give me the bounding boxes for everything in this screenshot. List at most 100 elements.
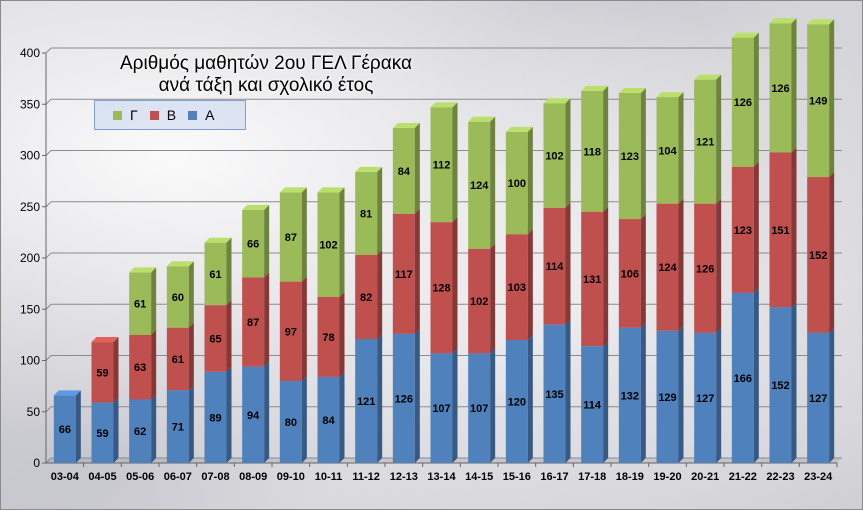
gridline-depth <box>45 303 52 310</box>
bar-side <box>640 322 646 463</box>
x-tick-label: 11-12 <box>352 471 380 483</box>
bar-Α <box>279 381 302 463</box>
x-tick-label: 14-15 <box>465 471 493 483</box>
bar-Β <box>392 213 415 334</box>
bar-Γ <box>242 209 265 278</box>
gridline-depth <box>45 150 52 156</box>
bar-Α <box>618 327 641 463</box>
data-label: 66 <box>59 424 71 436</box>
bar-side <box>414 122 420 214</box>
bar-side <box>264 272 270 367</box>
bar-top <box>91 337 119 343</box>
gridline-depth <box>45 201 52 208</box>
y-tick-label: 0 <box>33 456 40 470</box>
legend-label: Α <box>205 107 215 123</box>
bar-side <box>603 341 609 463</box>
bar-Α <box>656 330 679 463</box>
bar-Β <box>769 152 792 308</box>
x-tick-label: 17-18 <box>578 471 606 483</box>
data-label: 126 <box>696 263 714 275</box>
bar-Γ <box>581 90 604 212</box>
bar-side <box>414 328 420 463</box>
data-label: 126 <box>734 97 752 109</box>
data-label: 102 <box>319 240 337 252</box>
y-tick-label: 400 <box>20 46 40 60</box>
bar-side <box>829 172 835 333</box>
bar-side <box>716 74 722 204</box>
gridline-depth <box>45 457 52 464</box>
data-label: 132 <box>621 390 639 402</box>
data-label: 84 <box>398 166 411 178</box>
bar-Α <box>317 376 340 463</box>
data-label: 87 <box>285 232 297 244</box>
data-label: 103 <box>508 282 526 294</box>
data-label: 128 <box>432 283 450 295</box>
bar-side <box>490 243 496 354</box>
legend-label: Β <box>166 107 177 123</box>
x-tick-label: 08-09 <box>239 471 267 483</box>
bar-top <box>468 116 496 122</box>
bar-Β <box>279 281 302 381</box>
bar-side <box>527 335 533 463</box>
bar-side <box>829 19 835 178</box>
x-tick-label: 05-06 <box>126 471 154 483</box>
x-tick-label: 09-10 <box>277 471 305 483</box>
bar-Γ <box>204 242 227 306</box>
x-tick-label: 07-08 <box>201 471 229 483</box>
bar-side <box>377 249 383 339</box>
bar-Γ <box>129 272 152 335</box>
x-tick-label: 21-22 <box>729 471 757 483</box>
bar-side <box>490 348 496 463</box>
bar-side <box>301 187 307 282</box>
bar-side <box>452 102 458 223</box>
x-tick-label: 12-13 <box>390 471 418 483</box>
bar-Β <box>468 248 491 354</box>
gridline-depth <box>45 252 52 259</box>
data-label: 78 <box>322 332 334 344</box>
bar-side <box>226 366 232 463</box>
bar-Γ <box>731 37 754 167</box>
data-label: 129 <box>658 392 676 404</box>
bar-Β <box>430 222 453 354</box>
bar-Α <box>430 353 453 463</box>
data-label: 89 <box>209 412 221 424</box>
data-label: 106 <box>621 268 639 280</box>
bar-top <box>355 166 383 172</box>
bar-Α <box>543 324 566 463</box>
bar-side <box>527 126 533 235</box>
bar-Γ <box>694 79 717 204</box>
legend-swatch <box>188 110 198 120</box>
y-tick-label: 350 <box>20 97 40 111</box>
data-label: 107 <box>470 403 488 415</box>
bar-side <box>339 371 345 463</box>
bar-side <box>603 85 609 212</box>
bar-side <box>339 187 345 297</box>
bar-side <box>264 204 270 278</box>
x-tick-label: 18-19 <box>616 471 644 483</box>
bar-top <box>731 32 759 38</box>
data-label: 117 <box>395 269 413 281</box>
bar-side <box>640 214 646 328</box>
y-tick-label: 200 <box>20 251 40 265</box>
bar-side <box>603 206 609 347</box>
bar-side <box>188 385 194 463</box>
bar-top <box>543 98 571 104</box>
data-label: 118 <box>583 146 601 158</box>
bar-side <box>113 337 119 403</box>
bar-Γ <box>618 92 641 220</box>
bar-side <box>226 237 232 306</box>
data-label: 149 <box>809 96 827 108</box>
bar-Γ <box>656 97 679 204</box>
y-tick-label: 150 <box>20 302 40 316</box>
bar-Α <box>581 346 604 463</box>
legend-swatch <box>149 110 159 120</box>
bar-Β <box>505 234 528 340</box>
data-label: 121 <box>696 137 714 149</box>
bar-side <box>791 18 797 153</box>
bar-side <box>75 390 81 463</box>
chart-title-line-2: ανά τάξη και σχολικό έτος <box>158 75 374 96</box>
data-label: 65 <box>209 333 221 345</box>
data-label: 97 <box>285 326 297 338</box>
bar-Α <box>807 332 830 463</box>
bar-top <box>807 19 835 25</box>
